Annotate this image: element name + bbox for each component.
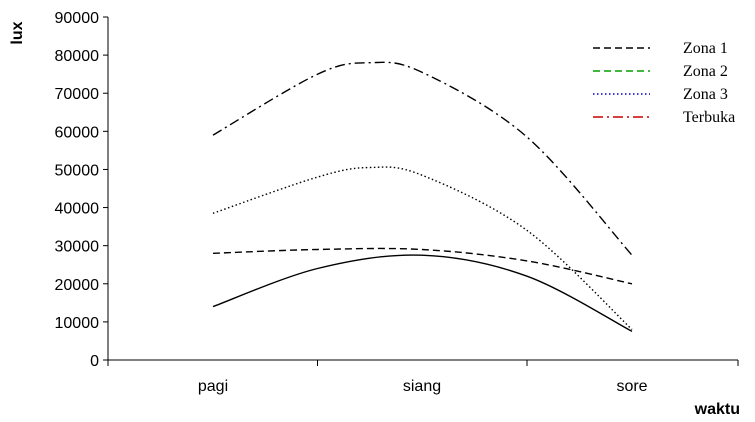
y-tick-label: 50000 — [55, 162, 100, 179]
y-tick-label: 90000 — [55, 10, 100, 27]
legend-label: Zona 2 — [683, 63, 728, 80]
y-tick-label: 20000 — [55, 277, 100, 294]
legend-label: Zona 3 — [683, 86, 728, 103]
y-tick-label: 0 — [90, 353, 99, 370]
y-tick-label: 70000 — [55, 86, 100, 103]
y-tick-label: 80000 — [55, 48, 100, 65]
series-line-zona-2 — [212, 166, 633, 331]
legend: Zona 1 Zona 2 Zona 3 Terbuka — [593, 40, 735, 126]
y-tick-label: 40000 — [55, 201, 100, 218]
legend-label: Zona 1 — [683, 40, 728, 57]
x-tick-label: sore — [616, 378, 647, 395]
y-axis-ticks: 0 10000 20000 30000 40000 50000 60000 70000 8000… — [55, 10, 108, 370]
x-tick-label: pagi — [198, 378, 228, 395]
y-tick-label: 60000 — [55, 124, 100, 141]
legend-label: Terbuka — [683, 109, 735, 126]
y-tick-label: 10000 — [55, 315, 100, 332]
series-line-zona-1 — [212, 247, 633, 285]
series-line-zona-3 — [212, 254, 633, 333]
x-axis-ticks: pagi siang sore — [107, 360, 739, 395]
series-lines — [212, 61, 633, 333]
y-tick-label: 30000 — [55, 239, 100, 256]
x-tick-label: siang — [403, 378, 441, 395]
x-axis-title: waktu — [694, 401, 740, 418]
plot-area — [107, 17, 738, 361]
series-line-terbuka — [212, 61, 633, 256]
y-axis-title: lux — [9, 21, 26, 44]
